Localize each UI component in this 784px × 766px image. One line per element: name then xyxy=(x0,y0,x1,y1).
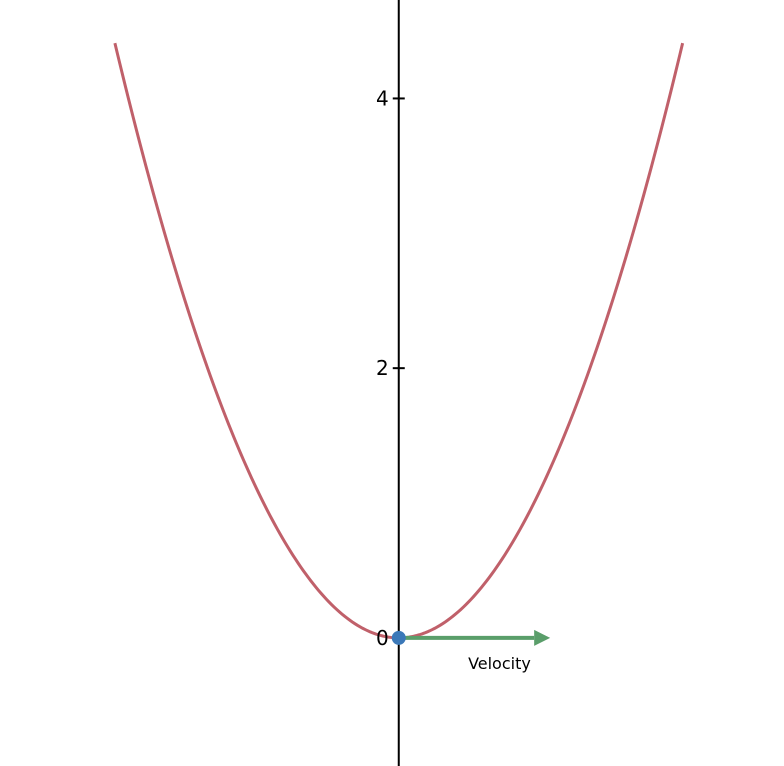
velocity-arrow-head xyxy=(534,629,551,646)
y-tick-label: 2 xyxy=(376,356,389,380)
velocity-vector: Velocity xyxy=(398,629,551,673)
y-tick-label: 4 xyxy=(376,86,389,110)
y-tick-label: 0 xyxy=(376,626,389,650)
particle-point[interactable] xyxy=(391,630,406,645)
y-ticks: 0 2 4 xyxy=(376,86,405,650)
velocity-label: Velocity xyxy=(468,654,531,673)
